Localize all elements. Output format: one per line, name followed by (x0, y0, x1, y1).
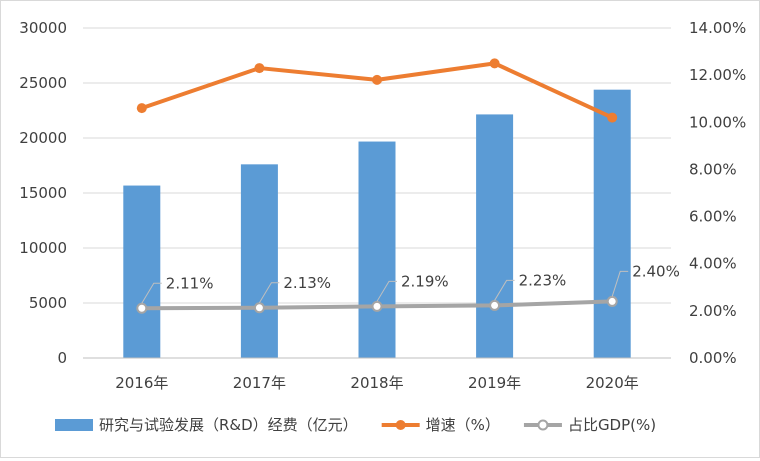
bar (358, 141, 396, 358)
y-right-tick-label: 2.00% (689, 302, 737, 320)
growth-rate-point (372, 74, 382, 85)
y-left-tick-label: 30000 (19, 19, 67, 37)
x-tick-label: 2017年 (233, 374, 286, 392)
legend-swatch-bar (55, 419, 93, 431)
legend-label: 占比GDP(%) (568, 416, 656, 434)
growth-rate-point (607, 112, 618, 123)
data-label-leader (141, 282, 162, 304)
legend-label: 研究与试验发展（R&D）经费（亿元） (99, 416, 358, 434)
growth-rate-point (254, 63, 265, 74)
y-left-tick-label: 15000 (19, 184, 67, 202)
y-left-tick-label: 0 (57, 349, 67, 367)
bar (593, 89, 631, 358)
data-labels: 2.11% 2.13% 2.19% 2.23% 2.40% (141, 262, 680, 304)
y-right-tick-label: 10.00% (689, 113, 746, 131)
line-series (136, 58, 618, 314)
y-left-tick-label: 5000 (29, 294, 67, 312)
data-label-leader (376, 280, 397, 302)
y-right-tick-label: 14.00% (689, 19, 746, 37)
y-left-tick-label: 10000 (19, 239, 67, 257)
gdp-share-point (489, 299, 501, 311)
y-right-tick-label: 0.00% (689, 349, 737, 367)
axes: 0 5000 10000 15000 20000 25000 30000 0.00% 2.00%… (19, 19, 746, 392)
y-left-tick-label: 25000 (19, 74, 67, 92)
gdp-share-point (253, 302, 265, 314)
gdp-share-data-label: 2.23% (519, 271, 567, 289)
data-label-leader (258, 282, 280, 304)
bar (476, 114, 514, 358)
growth-rate-point (489, 58, 500, 69)
y-right-tick-label: 4.00% (689, 255, 737, 273)
gdp-share-point (371, 300, 383, 312)
legend-swatch-marker (395, 420, 406, 430)
bar (240, 164, 278, 358)
y-right-tick-label: 8.00% (689, 160, 737, 178)
gdp-share-data-label: 2.13% (283, 274, 331, 292)
data-label-leader (611, 270, 629, 297)
bar (123, 185, 161, 358)
growth-rate-point (136, 103, 147, 114)
gdp-share-point (136, 302, 148, 314)
gdp-share-point (606, 295, 618, 307)
data-label-leader (494, 279, 515, 301)
x-tick-label: 2020年 (586, 374, 639, 392)
legend: 研究与试验发展（R&D）经费（亿元） 增速（%） 占比GDP(%) (55, 416, 656, 434)
y-left-tick-label: 20000 (19, 129, 67, 147)
legend-swatch-marker (537, 419, 549, 431)
legend-label: 增速（%） (426, 416, 500, 434)
bar-series (123, 89, 631, 358)
gdp-share-data-label: 2.19% (401, 272, 449, 290)
x-tick-label: 2018年 (350, 374, 403, 392)
gdp-share-data-label: 2.11% (166, 274, 214, 292)
x-tick-label: 2016年 (115, 374, 168, 392)
y-right-tick-label: 6.00% (689, 208, 737, 226)
growth-rate-line (139, 61, 615, 120)
y-right-tick-label: 12.00% (689, 66, 746, 84)
x-tick-label: 2019年 (468, 374, 521, 392)
gdp-share-data-label: 2.40% (632, 262, 680, 280)
